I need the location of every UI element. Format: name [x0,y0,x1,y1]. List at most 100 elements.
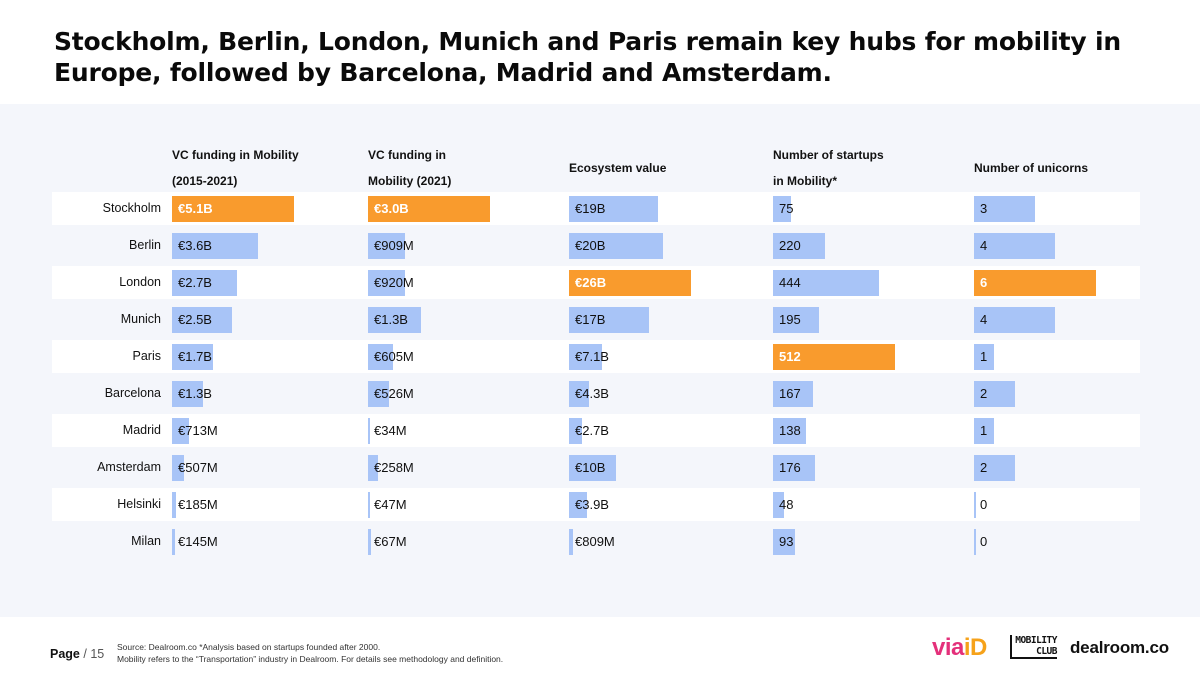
value-label-vc_total: €1.7B [178,349,212,364]
bar-vc_total [172,455,184,481]
bar-vc_total [172,270,237,296]
bar-unicorns [974,529,976,555]
city-label: London [119,275,161,289]
bar-ecosystem [569,455,616,481]
value-label-vc_total: €3.6B [178,238,212,253]
table-row: Paris €1.7B €605M €7.1B 512 1 [52,340,1140,373]
value-label-startups: 195 [779,312,801,327]
bar-vc_2021 [368,196,490,222]
viaid-logo: viaiD [932,634,987,662]
value-label-ecosystem: €2.7B [575,423,609,438]
bar-vc_total [172,381,203,407]
bar-startups [773,418,806,444]
mobility-club-logo: MOBILITY CLUB [1010,635,1057,659]
value-label-unicorns: 2 [980,460,988,475]
column-header-line: Ecosystem value [569,160,667,175]
city-label: Helsinki [117,497,161,511]
bar-startups [773,492,784,518]
city-label: Madrid [122,423,161,437]
value-label-vc_2021: €34M [374,423,407,438]
bar-unicorns [974,196,1035,222]
city-label: Stockholm [102,201,161,215]
bar-ecosystem [569,381,589,407]
column-header-unicorns: Number of unicorns [974,154,1088,182]
city-label: Barcelona [104,386,161,400]
bar-vc_total [172,344,213,370]
column-header-line: VC funding in Mobility [172,147,299,162]
bar-ecosystem [569,492,587,518]
value-label-vc_total: €2.5B [178,312,212,327]
value-label-ecosystem: €809M [575,534,615,549]
value-label-startups: 138 [779,423,801,438]
value-label-vc_2021: €47M [374,497,407,512]
column-header-vc_2021: VC funding in Mobility (2021) [368,148,451,187]
table-row: Helsinki €185M €47M €3.9B 48 0 [52,488,1140,521]
viaid-logo-id: iD [963,634,988,661]
value-label-vc_total: €507M [178,460,218,475]
column-header-line: (2015-2021) [172,173,238,188]
mobility-club-logo-line2: CLUB [1036,646,1057,657]
bar-vc_total [172,492,176,518]
value-label-startups: 512 [779,349,801,364]
bar-vc_total [172,307,232,333]
value-label-startups: 220 [779,238,801,253]
footer [0,617,1200,675]
value-label-vc_2021: €526M [374,386,414,401]
value-label-vc_2021: €605M [374,349,414,364]
table-row: Milan €145M €67M €809M 93 0 [52,525,1140,558]
column-header-line: Number of unicorns [974,160,1089,175]
source-line-1: Source: Dealroom.co *Analysis based on s… [117,642,381,652]
value-label-vc_total: €1.3B [178,386,212,401]
bar-unicorns [974,344,994,370]
city-label: Paris [132,349,161,363]
value-label-unicorns: 6 [980,275,988,290]
page-indicator: Page / 15 [50,647,104,661]
bar-ecosystem [569,529,573,555]
source-note: Source: Dealroom.co *Analysis based on s… [117,641,637,665]
bar-startups [773,381,813,407]
bar-ecosystem [569,270,691,296]
value-label-vc_total: €145M [178,534,218,549]
column-header-ecosystem: Ecosystem value [569,154,666,182]
value-label-ecosystem: €4.3B [575,386,609,401]
bar-startups [773,307,819,333]
bar-vc_2021 [368,529,371,555]
value-label-ecosystem: €19B [575,201,606,216]
bar-vc_2021 [368,233,405,259]
column-header-startups: Number of startups in Mobility* [773,148,884,187]
city-label: Munich [120,312,161,326]
value-label-vc_total: €713M [178,423,218,438]
value-label-vc_total: €5.1B [178,201,213,216]
bar-unicorns [974,270,1096,296]
bar-unicorns [974,233,1055,259]
value-label-ecosystem: €17B [575,312,606,327]
bar-startups [773,233,825,259]
value-label-startups: 75 [779,201,794,216]
value-label-vc_2021: €920M [374,275,414,290]
value-label-startups: 167 [779,386,801,401]
value-label-unicorns: 4 [980,312,988,327]
viaid-logo-via: via [932,634,964,661]
table-row: Munich €2.5B €1.3B €17B 195 4 [52,303,1140,336]
column-header-line: Mobility (2021) [368,173,452,188]
bar-unicorns [974,492,976,518]
value-label-vc_2021: €67M [374,534,407,549]
column-header-line: VC funding in [368,147,446,162]
table-row: Berlin €3.6B €909M €20B 220 4 [52,229,1140,262]
bar-startups [773,270,879,296]
value-label-startups: 93 [779,534,794,549]
bar-ecosystem [569,344,602,370]
value-label-vc_2021: €3.0B [374,201,409,216]
value-label-vc_total: €2.7B [178,275,212,290]
bar-vc_2021 [368,418,370,444]
bar-vc_total [172,529,175,555]
dealroom-logo: dealroom.co [1070,638,1169,657]
bar-ecosystem [569,418,582,444]
column-header-vc_total: VC funding in Mobility (2015-2021) [172,148,299,187]
bar-vc_2021 [368,307,421,333]
value-label-unicorns: 4 [980,238,988,253]
value-label-unicorns: 3 [980,201,988,216]
value-label-startups: 444 [779,275,801,290]
mobility-club-logo-line1: MOBILITY [1015,635,1057,646]
bar-startups [773,196,791,222]
